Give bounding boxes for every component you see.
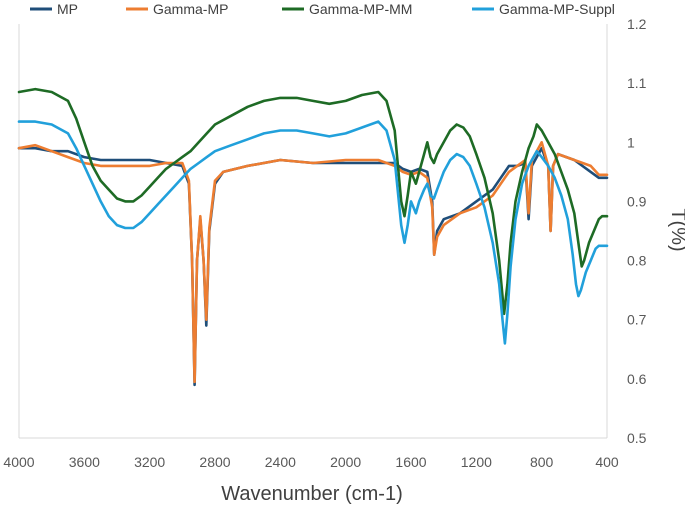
x-tick-label: 800 [530, 454, 554, 470]
legend-entry: Gamma-MP-MM [309, 1, 412, 17]
legend-entry: Gamma-MP [153, 1, 228, 17]
series-line-gamma-mp-mm [17, 87, 609, 316]
series-line-gamma-mp-suppl [17, 120, 609, 345]
x-tick-label: 3200 [134, 454, 165, 470]
x-tick-label: 1200 [461, 454, 492, 470]
x-tick-label: 3600 [69, 454, 100, 470]
x-tick-label: 2400 [265, 454, 296, 470]
y-tick-label: 0.6 [627, 371, 647, 387]
axes: 4000 3600 3200 2800 2400 2000 1600 1200 800 400 0.… [3, 16, 646, 470]
x-tick-label: 1600 [395, 454, 426, 470]
x-tick-label: 4000 [3, 454, 34, 470]
x-tick-label: 2000 [330, 454, 361, 470]
y-tick-label: 1 [627, 134, 635, 150]
y-tick-label: 1.2 [627, 16, 647, 32]
y-tick-label: 0.5 [627, 430, 647, 446]
legend-entry: Gamma-MP-Suppl [499, 1, 615, 17]
series-lines [17, 87, 609, 387]
y-axis-title: T(%) [667, 208, 685, 251]
x-axis-title: Wavenumber (cm-1) [221, 483, 403, 505]
y-tick-label: 0.8 [627, 253, 647, 269]
legend: MP Gamma-MP Gamma-MP-MM Gamma-MP-Suppl [30, 1, 615, 17]
y-tick-label: 0.9 [627, 193, 647, 209]
legend-entry: MP [57, 1, 78, 17]
x-tick-label: 400 [595, 454, 619, 470]
series-line-gamma-mp [17, 141, 609, 384]
y-tick-label: 1.1 [627, 75, 647, 91]
y-tick-label: 0.7 [627, 312, 647, 328]
x-tick-label: 2800 [199, 454, 230, 470]
